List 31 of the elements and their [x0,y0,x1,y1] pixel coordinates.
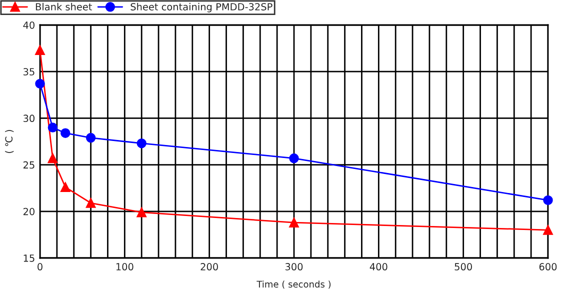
point [60,128,70,138]
point [48,122,58,132]
point [289,218,299,228]
x-tick-label: 300 [285,263,303,270]
point [35,45,45,56]
legend-label: Sheet containing PMDD-32SP [130,2,272,12]
y-tick-label: 35 [24,68,34,76]
y-tick-label: 20 [23,208,34,216]
point [289,153,299,164]
point [60,182,70,192]
point [543,195,553,206]
point [543,225,553,235]
point [48,153,58,164]
y-tick-label: 40 [23,21,34,29]
legend-label: Blank sheet [36,2,92,10]
x-tick-label: 600 [539,263,557,270]
y-tick-label: 25 [23,161,34,169]
x-tick-label: 0 [38,263,42,270]
x-tick-label: 500 [454,263,472,270]
y-tick-label: 30 [24,114,34,122]
x-tick-label: 400 [370,263,388,270]
point [86,132,96,143]
y-tick-label: 15 [24,254,34,262]
x-axis-title: Time ( seconds ) [256,280,331,289]
point [86,198,96,208]
y-axis-title: ( ℃ ) [5,130,14,154]
point [35,78,45,89]
point [136,138,146,148]
x-tick-label: 100 [116,263,134,270]
point [136,207,146,218]
x-tick-label: 200 [200,263,218,270]
